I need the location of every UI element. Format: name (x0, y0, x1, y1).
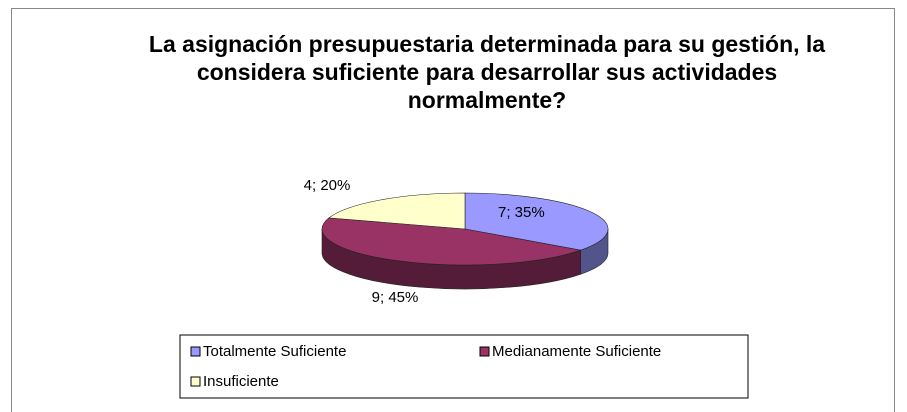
pie-slice (321, 217, 582, 266)
legend-label: Insuficiente (203, 373, 279, 390)
data-label: 4; 20% (304, 177, 351, 194)
chart-title: La asignación presupuestaria determinada… (148, 31, 826, 113)
legend-swatch (190, 346, 201, 357)
legend-swatch (190, 376, 201, 387)
pie-slice (464, 192, 609, 251)
pie-slice (328, 192, 466, 230)
legend-label: Medianamente Suficiente (492, 343, 661, 360)
chart-frame (11, 8, 895, 412)
legend-label: Totalmente Suficiente (203, 343, 346, 360)
legend-swatch (479, 346, 490, 357)
legend-box (179, 334, 749, 399)
data-label: 9; 45% (372, 289, 419, 306)
data-label: 7; 35% (498, 204, 545, 221)
